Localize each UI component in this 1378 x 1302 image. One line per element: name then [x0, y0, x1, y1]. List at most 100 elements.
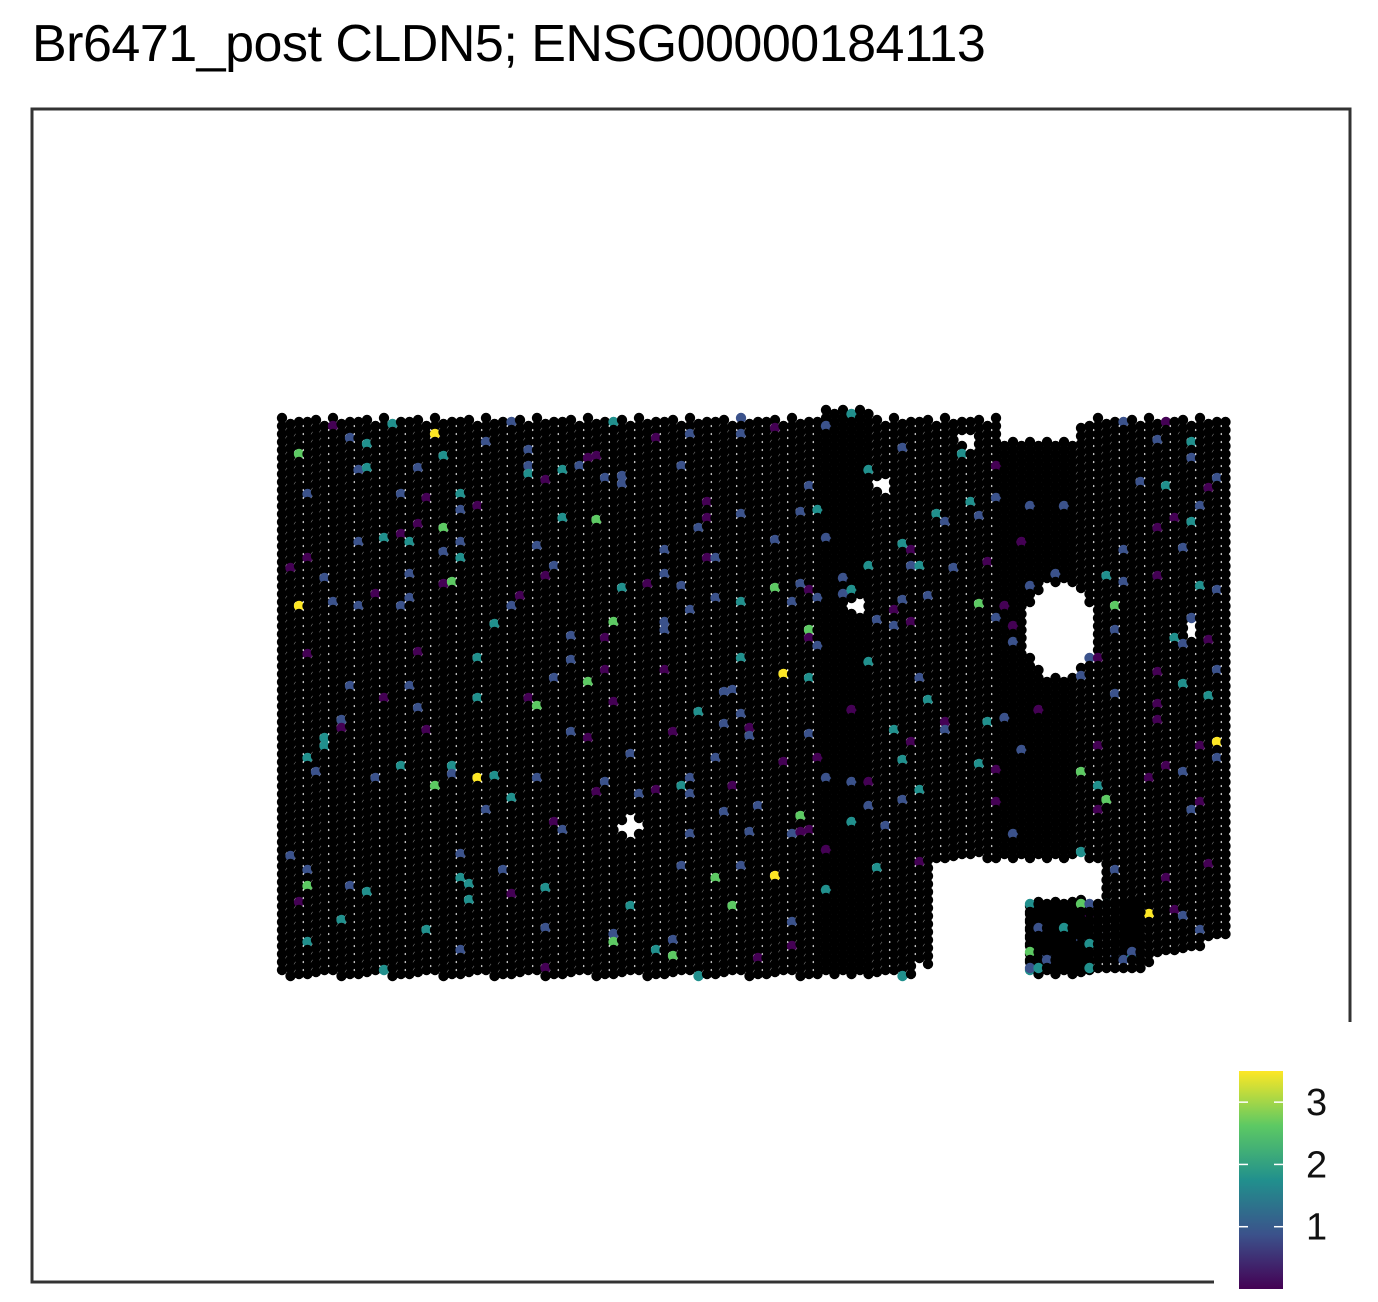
- spot: [344, 736, 356, 748]
- spot: [438, 930, 449, 942]
- spot: [302, 704, 313, 716]
- spot: [472, 500, 483, 512]
- spot: [310, 614, 322, 626]
- spot: [336, 458, 347, 470]
- spot: [446, 688, 458, 700]
- spot: [310, 942, 322, 954]
- spot: [412, 510, 424, 522]
- spot: [302, 536, 313, 548]
- spot: [285, 594, 296, 606]
- spot: [446, 912, 458, 924]
- spot: [353, 560, 364, 572]
- spot: [455, 552, 466, 564]
- spot: [302, 672, 313, 684]
- spot: [438, 562, 449, 574]
- spot: [387, 490, 398, 502]
- spot: [455, 512, 466, 524]
- spot: [463, 438, 475, 450]
- spot: [361, 822, 373, 834]
- spot: [310, 590, 322, 602]
- spot: [412, 438, 424, 450]
- spot: [293, 872, 305, 884]
- spot: [429, 732, 441, 744]
- spot: [344, 584, 356, 596]
- spot: [429, 868, 441, 880]
- spot: [310, 494, 322, 506]
- spot: [344, 504, 356, 516]
- spot: [446, 584, 458, 596]
- spot: [327, 476, 339, 488]
- spot: [438, 450, 449, 462]
- spot: [472, 652, 483, 664]
- spot: [361, 494, 373, 506]
- spot: [446, 896, 458, 908]
- spot: [455, 632, 466, 644]
- spot: [336, 682, 347, 694]
- spot: [276, 756, 288, 768]
- spot: [455, 568, 466, 580]
- spot: [421, 788, 432, 800]
- spot: [378, 668, 390, 680]
- spot: [276, 492, 288, 504]
- spot: [370, 780, 381, 792]
- spot: [336, 714, 347, 726]
- spot: [353, 760, 364, 772]
- spot: [378, 500, 390, 512]
- spot: [395, 728, 407, 740]
- spot: [344, 832, 356, 844]
- spot: [319, 940, 330, 952]
- spot: [370, 492, 381, 504]
- spot: [319, 788, 330, 800]
- spot: [319, 852, 330, 864]
- spot: [276, 452, 288, 464]
- spot: [438, 658, 449, 670]
- spot: [310, 422, 322, 434]
- spot: [387, 514, 398, 526]
- spot: [310, 926, 322, 938]
- spot: [463, 550, 475, 562]
- spot: [412, 822, 424, 834]
- spot: [387, 506, 398, 518]
- spot: [463, 798, 475, 810]
- spot: [438, 610, 449, 622]
- spot: [387, 890, 398, 902]
- spot: [378, 748, 390, 760]
- spot: [327, 612, 339, 624]
- spot: [344, 824, 356, 836]
- spot: [378, 892, 390, 904]
- spot: [412, 926, 424, 938]
- spot: [353, 864, 364, 876]
- spot: [327, 564, 339, 576]
- spot: [455, 928, 466, 940]
- spot: [353, 600, 364, 612]
- spot: [455, 680, 466, 692]
- spot: [319, 948, 330, 960]
- spot: [429, 596, 441, 608]
- spot: [344, 728, 356, 740]
- spot: [302, 624, 313, 636]
- spot: [404, 968, 415, 980]
- spot: [387, 714, 398, 726]
- spot: [463, 878, 475, 890]
- spot: [404, 904, 415, 916]
- spot: [293, 616, 305, 628]
- spot: [276, 892, 288, 904]
- spot: [395, 504, 407, 516]
- spot: [412, 486, 424, 498]
- spot: [378, 772, 390, 784]
- spot: [455, 592, 466, 604]
- spot: [361, 758, 373, 770]
- spot: [387, 914, 398, 926]
- spot: [438, 474, 449, 486]
- spot: [472, 628, 483, 640]
- spot: [412, 654, 424, 666]
- spot: [302, 640, 313, 652]
- spot: [276, 412, 288, 424]
- spot: [463, 910, 475, 922]
- spot: [310, 814, 322, 826]
- spot: [387, 786, 398, 798]
- spot: [310, 630, 322, 642]
- spot: [293, 784, 305, 796]
- spot: [395, 936, 407, 948]
- spot: [455, 896, 466, 908]
